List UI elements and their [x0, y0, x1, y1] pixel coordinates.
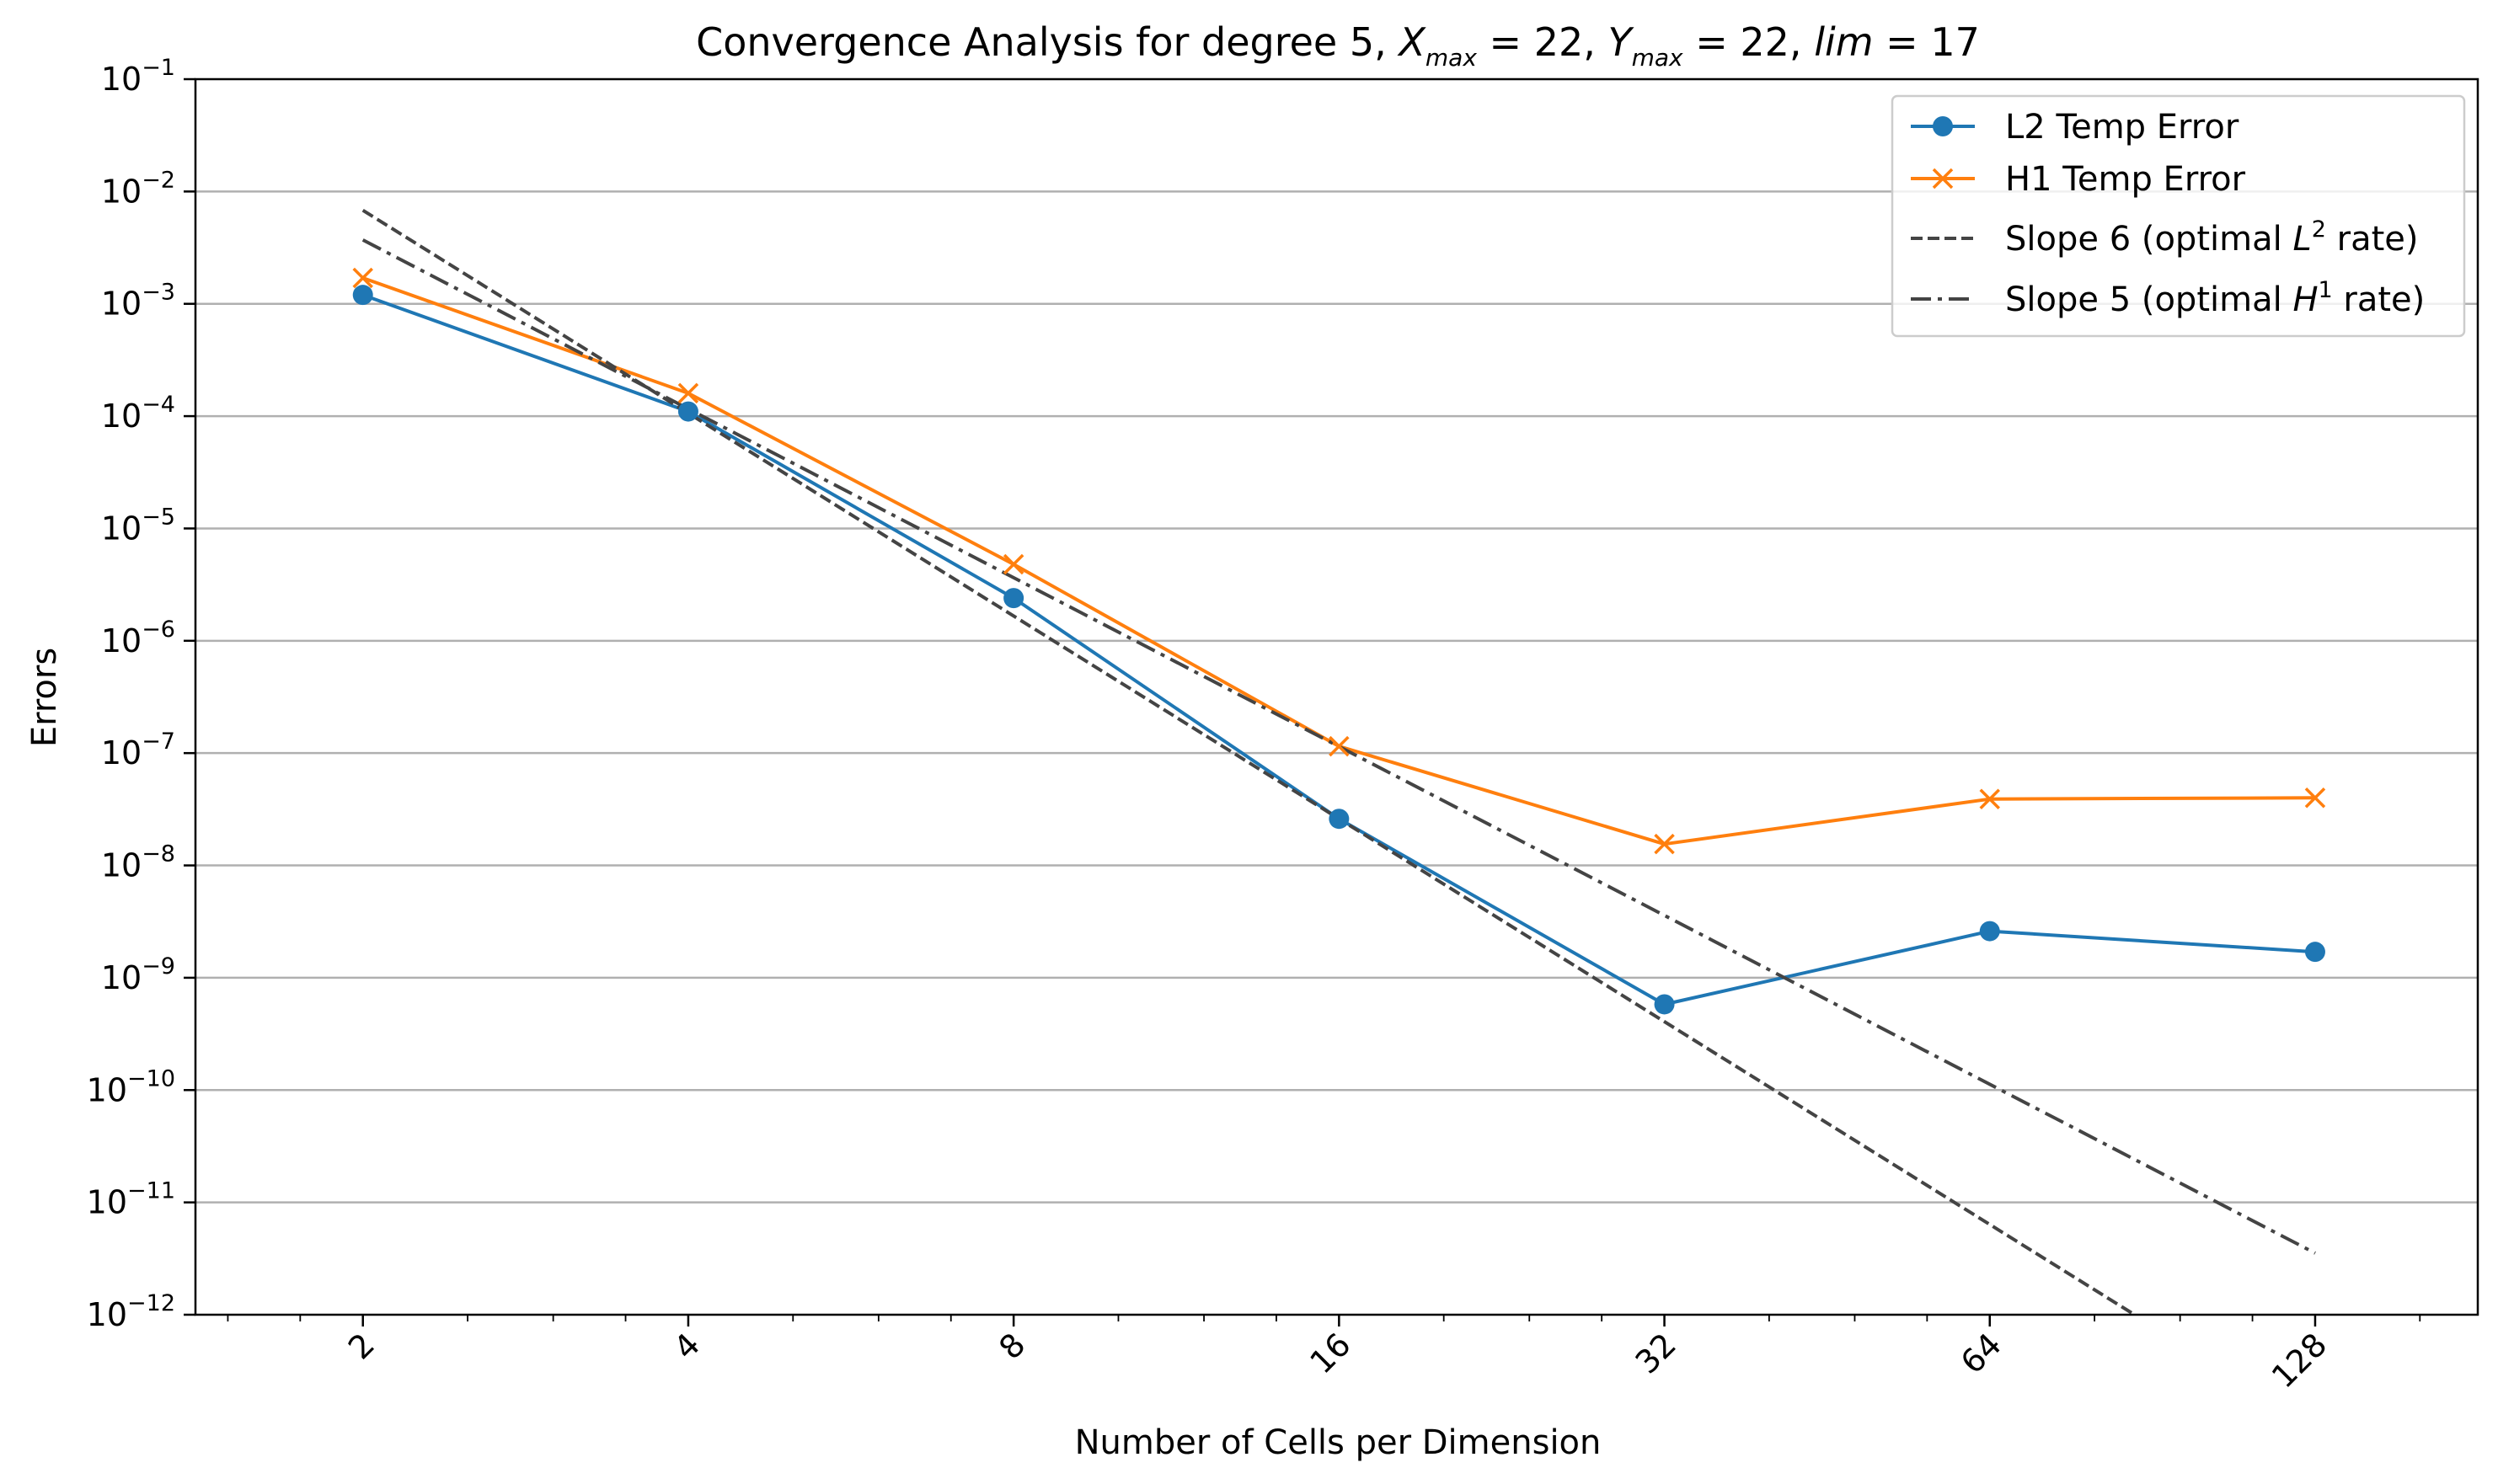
y-axis-label: Errors — [25, 648, 64, 747]
x-tick-label: 2 — [341, 1326, 382, 1366]
y-tick-label: 10−5 — [101, 504, 175, 547]
legend-label-slope5: Slope 5 (optimal H1 rate) — [2005, 277, 2425, 319]
x-tick-label: 8 — [992, 1326, 1032, 1366]
data-point — [1979, 921, 2000, 942]
y-gridlines — [195, 190, 2478, 1204]
x-tick-label: 128 — [2265, 1326, 2334, 1395]
x-ticks: 2 4 8 16 32 64 128 — [227, 1315, 2421, 1396]
legend-frame — [1891, 94, 2466, 338]
data-point — [677, 382, 699, 404]
y-tick-label: 10−3 — [101, 280, 175, 323]
legend-marker-l2 — [1933, 116, 1953, 136]
data-point — [1654, 994, 1675, 1015]
data-point — [1654, 833, 1675, 855]
legend-label-h1: H1 Temp Error — [2005, 160, 2246, 199]
data-point — [1979, 788, 2000, 809]
series-line-1 — [362, 276, 2316, 846]
y-tick-label: 10−4 — [101, 392, 175, 435]
y-tick-label: 10−1 — [101, 55, 175, 98]
data-point — [1003, 588, 1024, 609]
data-point — [352, 285, 373, 306]
data-point — [1003, 553, 1024, 575]
y-tick-label: 10−9 — [101, 953, 175, 996]
y-tick-label: 10−11 — [87, 1178, 175, 1221]
data-point — [2304, 942, 2325, 963]
y-tick-label: 10−10 — [87, 1065, 175, 1108]
legend-label-slope6: Slope 6 (optimal L2 rate) — [2005, 216, 2419, 259]
series-line-0 — [362, 293, 2316, 1006]
data-point — [1329, 809, 1350, 830]
x-tick-label: 16 — [1302, 1326, 1357, 1380]
y-ticks: 10−1 10−2 10−3 10−4 10−5 10−6 10−7 10−8 10−9 10−1… — [87, 55, 195, 1333]
legend: L2 Temp Error H1 Temp Error Slope 6 (opt… — [1891, 94, 2466, 338]
y-tick-label: 10−7 — [101, 729, 175, 771]
chart-title: Convergence Analysis for degree 5, Xmax … — [696, 19, 1980, 72]
y-tick-label: 10−12 — [87, 1290, 175, 1333]
legend-label-l2: L2 Temp Error — [2005, 108, 2239, 147]
legend-marker-h1 — [1932, 168, 1954, 190]
x-axis-label: Number of Cells per Dimension — [1075, 1423, 1602, 1462]
y-tick-label: 10−8 — [101, 841, 175, 884]
y-tick-label: 10−2 — [101, 167, 175, 210]
y-tick-label: 10−6 — [101, 617, 175, 659]
x-tick-label: 64 — [1954, 1326, 2009, 1380]
x-tick-label: 32 — [1629, 1326, 1683, 1380]
data-point — [1329, 735, 1350, 757]
plot-markers — [352, 267, 2326, 1015]
data-point — [2304, 787, 2326, 809]
plot-frame — [194, 77, 2479, 1316]
x-tick-label: 4 — [666, 1326, 707, 1366]
data-point — [677, 401, 698, 422]
data-point — [352, 267, 373, 289]
